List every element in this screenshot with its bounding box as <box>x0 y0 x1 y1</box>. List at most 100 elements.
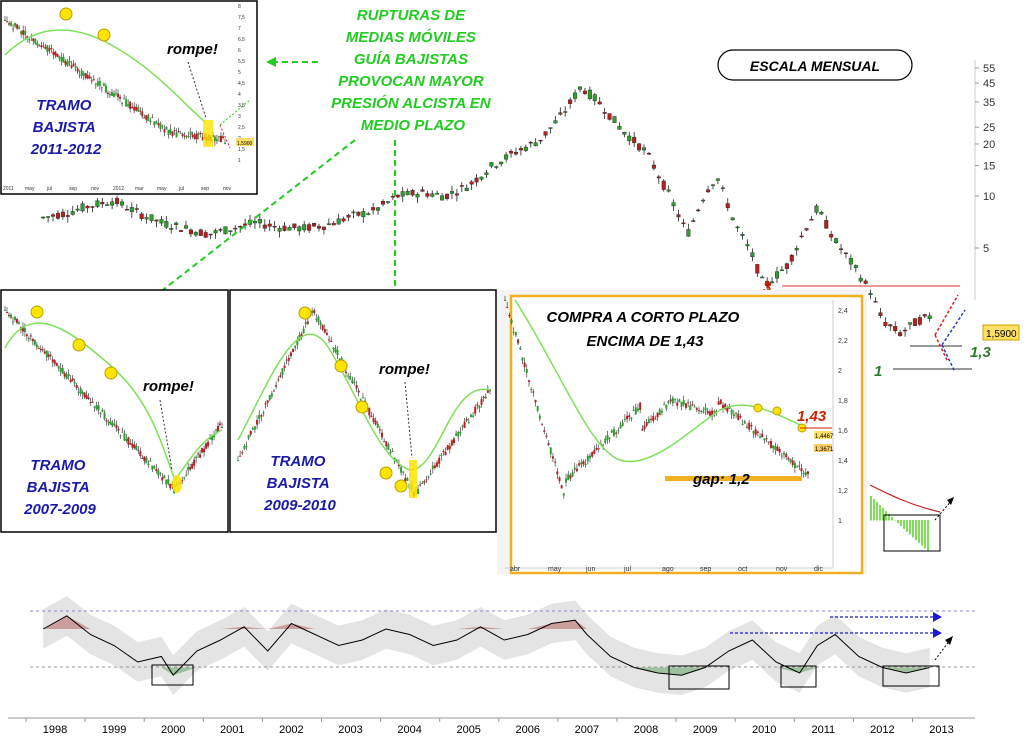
candle-body <box>238 225 243 228</box>
inset-candle-body <box>74 66 77 68</box>
inset-candle-body <box>58 56 61 59</box>
inset-candle-body <box>241 452 244 454</box>
inset-candle-body <box>159 123 162 129</box>
x-tick-label: 2011 <box>811 724 835 736</box>
inset-candle-body <box>108 94 111 96</box>
inset-candle-body <box>14 23 17 27</box>
inset-candle-body <box>543 430 546 432</box>
inset-candle-body <box>684 403 687 408</box>
histogram-bar <box>921 520 923 546</box>
inset-candle-body <box>62 56 65 63</box>
inset-candle-body <box>748 422 751 430</box>
inset-candle-body <box>565 478 568 483</box>
inset-candle-body <box>155 121 158 124</box>
inset-candle-body <box>193 134 196 139</box>
inset-candle-body <box>296 341 299 346</box>
candle-body <box>646 153 651 155</box>
inset-candle-body <box>433 465 436 468</box>
inset1-x-tick: may <box>157 186 167 192</box>
x-tick-label: 2006 <box>516 724 540 736</box>
inset-candle-body <box>169 128 172 134</box>
inset-candle-body <box>205 443 208 449</box>
inset-candle-body <box>179 132 182 134</box>
candle-body <box>543 131 548 136</box>
inset4-x-tick: may <box>548 566 562 573</box>
inset-candle-body <box>671 397 674 404</box>
inset-candle-body <box>463 421 466 429</box>
candle-body <box>804 228 809 231</box>
candle-body <box>710 184 715 186</box>
inset-candle-body <box>270 393 273 397</box>
inset2-title: TRAMO BAJISTA 2007-2009 <box>23 457 96 518</box>
inset-candle-body <box>107 422 110 424</box>
candle-body <box>223 226 228 235</box>
candle-body <box>129 207 134 212</box>
inset-candle-body <box>37 347 40 349</box>
inset-candle-body <box>789 459 792 463</box>
inset-candle-body <box>54 51 57 56</box>
inset-2007-2009: rompe! TRAMO BAJISTA 2007-2009 <box>0 289 229 533</box>
inset-candle-body <box>370 415 373 418</box>
candle-body <box>922 314 927 317</box>
inset-candle-body <box>281 368 284 375</box>
oscillator-line <box>42 615 930 677</box>
inset-candle-body <box>521 357 524 361</box>
inset-candle-body <box>70 65 73 68</box>
candle-body <box>277 228 282 232</box>
price-candles <box>41 86 932 337</box>
inset-candle-body <box>38 45 41 47</box>
y-axis-ticks: 55 45 35 25 20 15 10 5 <box>975 63 995 255</box>
inset-candle-body <box>153 466 156 469</box>
inset-candle-body <box>139 110 142 112</box>
candle-body <box>765 280 770 286</box>
candle-body <box>834 238 839 244</box>
inset-candle-body <box>135 445 138 450</box>
inset-candle-body <box>402 471 405 473</box>
inset-candle-body <box>27 338 30 340</box>
x-tick-label: 2003 <box>338 724 362 736</box>
inset-candle-body <box>315 318 318 320</box>
inset-candle-body <box>376 423 379 428</box>
candle-body <box>233 227 238 230</box>
x-tick-label: 2002 <box>279 724 303 736</box>
inset-candle-body <box>442 451 445 453</box>
annotation-headline: RUPTURAS DE MEDIAS MÓVILES GUÍA BAJISTAS… <box>331 7 495 134</box>
candle-body <box>420 189 425 192</box>
inset-candle-body <box>45 350 48 358</box>
inset-candle-body <box>628 415 631 418</box>
candle-body <box>174 222 179 225</box>
inset-candle-body <box>39 348 42 351</box>
candle-body <box>509 151 514 154</box>
inset-candle-body <box>87 397 90 400</box>
inset-candle-body <box>105 420 108 422</box>
candle-body <box>464 187 469 192</box>
candle-body <box>459 185 464 187</box>
inset-candle-body <box>554 461 557 463</box>
candle-body <box>435 193 440 195</box>
candle-body <box>213 230 218 234</box>
inset-candle-body <box>796 466 799 468</box>
x-tick-label: 2008 <box>634 724 658 736</box>
inset-candle-body <box>302 328 305 334</box>
inset-candle-body <box>783 452 786 455</box>
candle-body <box>164 221 169 228</box>
candle-body <box>390 195 395 198</box>
inset4-y-tick: 1,2 <box>838 488 848 495</box>
candle-body <box>878 312 883 316</box>
candle-body <box>720 187 725 189</box>
candle-body <box>376 207 381 211</box>
inset-candle-body <box>147 463 150 466</box>
inset-candle-body <box>169 483 172 489</box>
inset1-title: TRAMO BAJISTA 2011-2012 <box>30 97 102 158</box>
candle-body <box>287 227 292 231</box>
inset1-x-tick: mar <box>135 186 144 192</box>
candle-body <box>208 233 213 236</box>
inset-candle-body <box>63 373 66 377</box>
histogram-bar <box>903 520 905 529</box>
candle-body <box>55 212 60 219</box>
inset-candle-body <box>100 87 103 89</box>
inset-candle-body <box>311 310 314 313</box>
inset-candle-body <box>798 465 801 467</box>
inset-candle-body <box>23 328 26 333</box>
